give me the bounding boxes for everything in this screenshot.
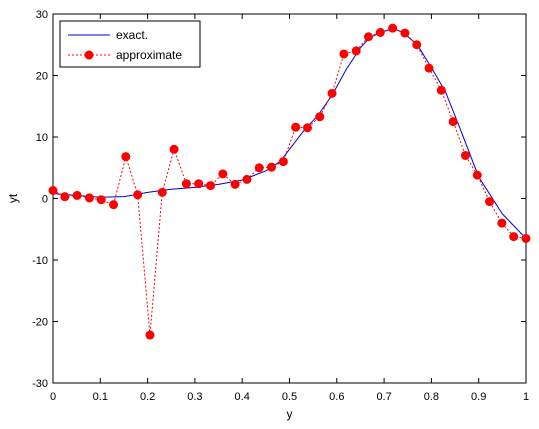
y-tick-label: -10 [32,255,48,267]
data-point [242,174,252,184]
data-point [497,218,507,228]
data-point [302,123,312,133]
x-tick-label: 0.1 [93,391,108,403]
data-point [169,144,179,154]
x-tick-label: 1 [523,391,529,403]
series-layer [48,23,531,340]
x-tick-label: 0.4 [235,391,250,403]
data-point [254,163,264,173]
plot-area [52,13,527,384]
y-tick-label: 0 [42,194,48,206]
legend-box [59,20,201,68]
x-axis-label: y [287,407,293,421]
data-point [375,27,385,37]
data-point [448,117,458,127]
x-tick-label: 0.6 [329,391,344,403]
data-point [315,112,325,122]
y-tick-label: 20 [36,71,48,83]
data-point [96,195,106,205]
data-point [194,179,204,189]
legend-exact-label: exact. [116,28,148,42]
data-point [157,187,167,197]
x-tick-label: 0.5 [282,391,297,403]
x-tick-label: 0.8 [424,391,439,403]
y-tick-label: 10 [36,132,48,144]
x-tick-label: 0.3 [187,391,202,403]
data-point [436,85,446,95]
data-point [327,88,337,98]
data-point [509,232,519,242]
series-line-1 [52,27,527,336]
data-point [363,32,373,42]
data-point [48,186,58,196]
data-point [230,179,240,189]
data-point [291,122,301,132]
x-tick-label: 0.9 [471,391,486,403]
data-point [460,150,470,160]
data-point [424,63,434,73]
data-point [72,190,82,200]
data-point [339,49,349,59]
data-point [472,170,482,180]
y-tick-label: 30 [36,9,48,21]
data-point [278,157,288,167]
y-tick-label: -30 [32,378,48,390]
y-axis-label: yt [6,193,20,203]
data-point [351,46,361,56]
data-point [84,193,94,203]
data-point [181,179,191,189]
x-tick-label: 0.2 [140,391,155,403]
legend-approx-marker [84,50,94,60]
data-point [485,197,495,207]
x-axis: 0 0.1 0.2 0.3 0.4 0.5 0.6 0.7 0.8 0.9 1 [50,14,529,403]
y-tick-label: -20 [32,317,48,329]
y-axis: -30 -20 -10 0 10 20 30 [32,9,526,390]
data-point [145,330,155,340]
legend: exact. approximate [59,20,201,68]
legend-approx-label: approximate [116,48,182,62]
data-point [109,200,119,210]
data-point [388,23,398,33]
data-point [121,152,131,162]
data-point [521,233,531,243]
data-point [133,190,143,200]
data-point [412,40,422,50]
data-point [400,28,410,38]
x-tick-label: 0.7 [376,391,391,403]
x-tick-label: 0 [50,391,56,403]
data-point [218,169,228,179]
data-point [60,192,70,202]
data-point [206,181,216,191]
data-point [267,162,277,172]
